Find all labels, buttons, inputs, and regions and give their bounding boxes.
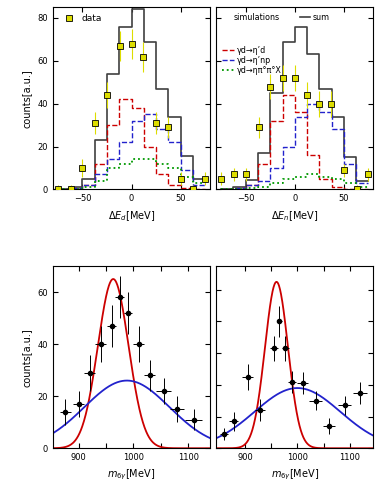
Legend: γd→η’d, γd→η’np, γd→ηπ°π°X: γd→η’d, γd→η’np, γd→ηπ°π°X: [220, 44, 283, 77]
X-axis label: $\Delta E_n$[MeV]: $\Delta E_n$[MeV]: [271, 209, 318, 223]
Y-axis label: counts[a.u.]: counts[a.u.]: [22, 328, 32, 387]
Y-axis label: counts[a.u.]: counts[a.u.]: [22, 69, 32, 128]
X-axis label: $m_{6\gamma}$[MeV]: $m_{6\gamma}$[MeV]: [108, 468, 156, 482]
X-axis label: $m_{6\gamma}$[MeV]: $m_{6\gamma}$[MeV]: [271, 468, 319, 482]
Legend: data: data: [58, 12, 104, 26]
X-axis label: $\Delta E_d$[MeV]: $\Delta E_d$[MeV]: [108, 209, 155, 223]
